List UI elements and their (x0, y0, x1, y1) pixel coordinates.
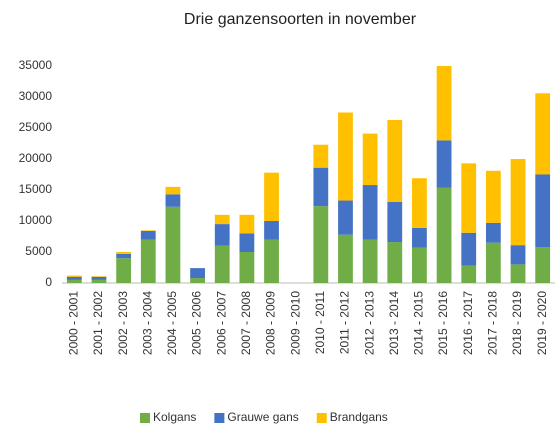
bar-segment (165, 194, 181, 207)
x-tick-label: 2017 - 2018 (486, 291, 500, 355)
bar-segment (165, 186, 181, 195)
y-tick-label: 35000 (19, 58, 53, 72)
x-tick-label: 2011 - 2012 (338, 291, 352, 354)
bar-segment (116, 252, 132, 254)
bar-segment (362, 239, 378, 283)
bar-segment (313, 206, 329, 283)
legend-label: Brandgans (330, 410, 388, 424)
bar-segment (140, 239, 156, 283)
x-tick-label: 2013 - 2014 (387, 291, 401, 355)
bar-segment (91, 279, 107, 283)
bar-segment (485, 242, 501, 283)
legend-swatch (214, 413, 225, 423)
x-tick-label: 2010 - 2011 (313, 291, 327, 354)
bar-segment (214, 245, 230, 283)
bar-segment (338, 200, 353, 235)
bar-segment (485, 222, 501, 243)
bar-segment (313, 144, 329, 168)
legend-swatch (316, 413, 327, 423)
bar-segment (412, 247, 427, 283)
bar-segment (510, 159, 526, 246)
bar-segment (140, 230, 156, 231)
bar-segment (264, 221, 279, 240)
bar-segment (264, 239, 279, 283)
x-tick-label: 2014 - 2015 (412, 291, 426, 355)
bar-segment (461, 232, 477, 266)
bar-segment (264, 172, 279, 221)
y-tick-label: 30000 (19, 89, 53, 103)
bar-segment (239, 233, 255, 252)
bar-segment (214, 224, 230, 246)
y-tick-label: 20000 (19, 151, 53, 165)
bar-segment (91, 276, 107, 277)
bar-segment (412, 178, 427, 228)
bar-segment (510, 264, 526, 283)
bar-segment (362, 133, 378, 186)
bar-segment (387, 242, 403, 283)
bar-segment (140, 230, 156, 240)
bar-segment (535, 93, 551, 175)
legend-label: Kolgans (153, 410, 196, 424)
bar-segment (387, 119, 403, 202)
x-tick-label: 2019 - 2020 (535, 291, 549, 355)
bar-segment (362, 185, 378, 240)
legend-label: Grauwe gans (227, 410, 298, 424)
x-tick-label: 2007 - 2008 (239, 291, 253, 355)
bar-segment (436, 140, 452, 188)
x-tick-label: 2003 - 2004 (140, 291, 154, 355)
bar-segment (387, 201, 403, 243)
bar-segment (461, 163, 477, 233)
bar-segment (436, 66, 452, 141)
bar-segment (239, 214, 255, 234)
bar-segment (116, 258, 132, 283)
x-tick-label: 2008 - 2009 (264, 291, 278, 355)
bar-segment (436, 187, 452, 283)
bar-segment (190, 268, 205, 279)
bar-segment (510, 245, 526, 265)
x-tick-label: 2015 - 2016 (436, 291, 450, 355)
bar-segment (485, 170, 501, 223)
y-tick-label: 15000 (19, 182, 53, 196)
x-tick-label: 2004 - 2005 (165, 291, 179, 355)
bar-segment (461, 265, 477, 283)
bar-segment (91, 276, 107, 280)
y-tick-label: 5000 (25, 244, 52, 258)
bar-segment (338, 234, 353, 283)
legend-swatch (140, 413, 150, 423)
y-tick-label: 25000 (19, 120, 53, 134)
x-tick-label: 2012 - 2013 (362, 291, 376, 355)
y-tick-label: 10000 (19, 213, 53, 227)
x-tick-label: 2005 - 2006 (190, 291, 204, 355)
bar-segment (66, 276, 82, 280)
bar-segment (214, 214, 230, 225)
x-tick-label: 2018 - 2019 (510, 291, 524, 355)
bar-segment (412, 227, 427, 248)
x-tick-label: 2000 - 2001 (66, 291, 80, 355)
bar-segment (66, 275, 82, 277)
x-tick-label: 2002 - 2003 (116, 291, 130, 355)
bar-segment (190, 278, 205, 283)
bar-segment (165, 206, 181, 283)
bar-segment (535, 247, 551, 283)
bar-segment (535, 174, 551, 248)
x-tick-label: 2001 - 2002 (91, 291, 105, 355)
bar-segment (338, 112, 353, 201)
bar-segment (66, 279, 82, 283)
x-tick-label: 2016 - 2017 (461, 291, 475, 355)
bar-segment (313, 167, 329, 207)
bar-segment (239, 252, 255, 283)
bar-segment (116, 253, 132, 259)
chart-title: Drie ganzensoorten in november (184, 11, 417, 28)
x-tick-label: 2009 - 2010 (288, 291, 302, 355)
x-tick-label: 2006 - 2007 (214, 291, 228, 355)
y-tick-label: 0 (45, 275, 52, 289)
